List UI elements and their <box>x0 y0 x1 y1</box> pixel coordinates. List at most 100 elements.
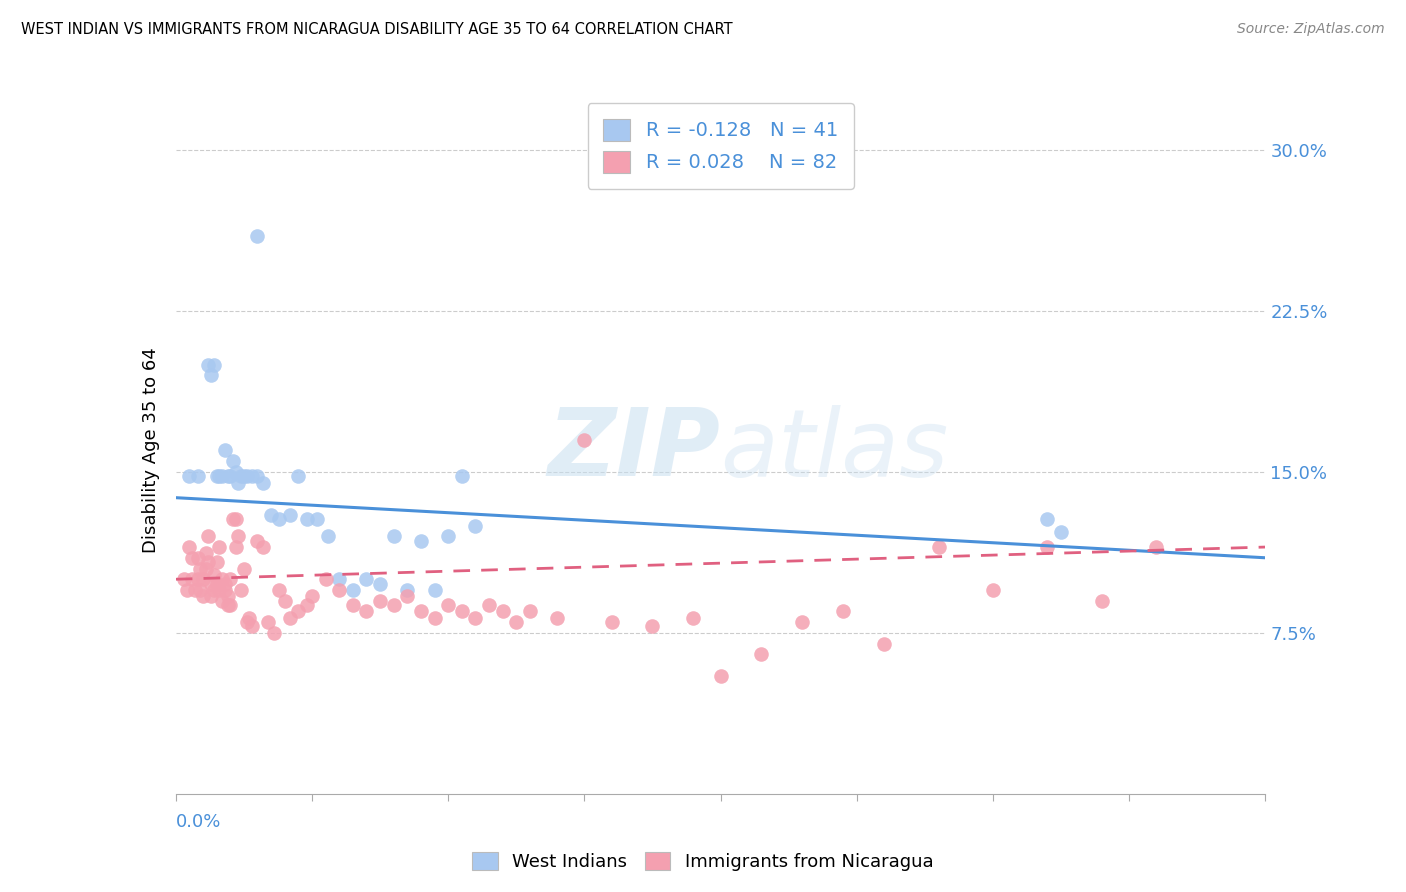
Point <box>197 529 219 543</box>
Point <box>382 529 405 543</box>
Point <box>191 590 214 604</box>
Point <box>519 604 541 618</box>
Point <box>205 555 228 569</box>
Point <box>274 593 297 607</box>
Point <box>1050 524 1073 539</box>
Point <box>307 512 329 526</box>
Legend: West Indians, Immigrants from Nicaragua: West Indians, Immigrants from Nicaragua <box>465 845 941 879</box>
Point <box>257 615 280 630</box>
Point <box>181 550 204 565</box>
Point <box>179 469 201 483</box>
Point <box>295 512 318 526</box>
Point <box>315 572 337 586</box>
Point <box>231 469 253 483</box>
Point <box>981 582 1004 597</box>
Point <box>240 469 263 483</box>
Point <box>409 604 432 618</box>
Text: ZIP: ZIP <box>548 404 721 497</box>
Point <box>252 540 274 554</box>
Point <box>682 611 704 625</box>
Point <box>263 626 285 640</box>
Point <box>217 469 239 483</box>
Point <box>208 540 231 554</box>
Point <box>222 512 245 526</box>
Point <box>200 368 222 383</box>
Point <box>197 358 219 372</box>
Point <box>396 582 419 597</box>
Point <box>214 443 236 458</box>
Point <box>240 619 263 633</box>
Point <box>214 582 236 597</box>
Point <box>792 615 814 630</box>
Point <box>356 572 378 586</box>
Point <box>181 572 204 586</box>
Point <box>184 582 207 597</box>
Point <box>368 593 391 607</box>
Point <box>231 582 253 597</box>
Point <box>1036 540 1059 554</box>
Point <box>186 550 209 565</box>
Point <box>928 540 950 554</box>
Text: WEST INDIAN VS IMMIGRANTS FROM NICARAGUA DISABILITY AGE 35 TO 64 CORRELATION CHA: WEST INDIAN VS IMMIGRANTS FROM NICARAGUA… <box>21 22 733 37</box>
Point <box>437 598 460 612</box>
Point <box>278 508 301 522</box>
Point <box>228 529 250 543</box>
Point <box>225 540 247 554</box>
Point <box>219 572 242 586</box>
Point <box>205 576 228 591</box>
Point <box>450 469 472 483</box>
Point <box>269 512 291 526</box>
Point <box>235 615 257 630</box>
Point <box>211 469 233 483</box>
Point <box>505 615 527 630</box>
Point <box>269 582 291 597</box>
Point <box>600 615 623 630</box>
Point <box>179 540 201 554</box>
Point <box>492 604 515 618</box>
Point <box>194 561 217 575</box>
Point <box>246 533 269 548</box>
Point <box>368 576 391 591</box>
Point <box>437 529 460 543</box>
Point <box>232 469 254 483</box>
Point <box>219 598 242 612</box>
Point <box>208 582 231 597</box>
Point <box>252 475 274 490</box>
Point <box>200 576 222 591</box>
Point <box>396 590 419 604</box>
Point <box>464 518 486 533</box>
Point <box>214 576 236 591</box>
Point <box>260 508 283 522</box>
Point <box>423 611 446 625</box>
Point <box>186 469 209 483</box>
Point <box>409 533 432 548</box>
Point <box>191 572 214 586</box>
Point <box>188 582 211 597</box>
Point <box>205 469 228 483</box>
Legend: R = -0.128   N = 41, R = 0.028    N = 82: R = -0.128 N = 41, R = 0.028 N = 82 <box>588 103 853 189</box>
Point <box>186 572 209 586</box>
Point <box>202 582 225 597</box>
Point <box>464 611 486 625</box>
Point <box>342 598 364 612</box>
Point <box>1091 593 1114 607</box>
Point <box>200 590 222 604</box>
Point <box>225 465 247 479</box>
Point <box>202 358 225 372</box>
Y-axis label: Disability Age 35 to 64: Disability Age 35 to 64 <box>142 348 160 553</box>
Point <box>232 561 254 575</box>
Point <box>246 469 269 483</box>
Point <box>450 604 472 618</box>
Point <box>342 582 364 597</box>
Point <box>211 572 233 586</box>
Point <box>228 475 250 490</box>
Text: atlas: atlas <box>721 405 949 496</box>
Point <box>318 529 340 543</box>
Point <box>287 469 309 483</box>
Point <box>188 561 211 575</box>
Point <box>194 546 217 561</box>
Point <box>710 669 733 683</box>
Point <box>235 469 257 483</box>
Point <box>219 469 242 483</box>
Point <box>222 454 245 468</box>
